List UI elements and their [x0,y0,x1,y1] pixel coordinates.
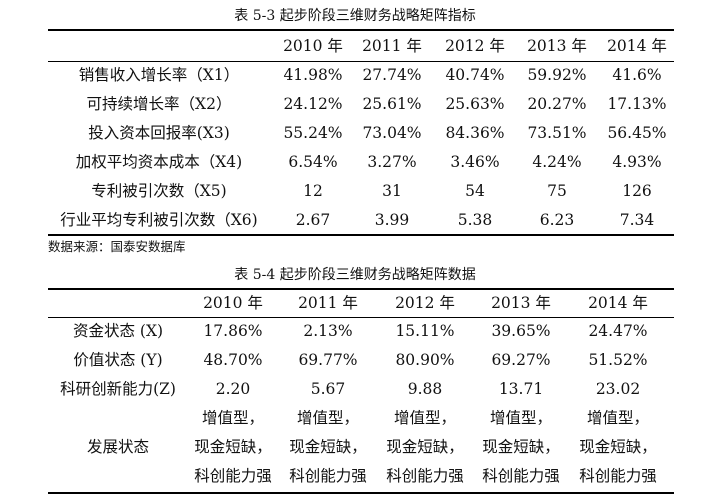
table1-cell: 7.34 [619,211,655,229]
table1-cell: 55.24% [283,124,343,142]
table2-cell: 51.52% [588,351,648,369]
table2-col-header: 2011 年 [298,294,358,312]
table1-cell: 54 [465,182,485,200]
table2-cell: 15.11% [395,322,455,340]
table2-col-header: 2012 年 [395,294,455,312]
table2-status-cell: 现金短缺， [386,438,464,456]
table2-status-cell: 科创能力强 [386,467,464,485]
table1-row-label: 行业平均专利被引次数（X6) [60,211,258,229]
table1-cell: 41.98% [283,66,343,84]
table1-cell: 5.38 [457,211,493,229]
table2-row-label: 价值状态 (Y) [73,351,163,369]
table2-header-rule [48,317,674,318]
table1-row-label: 专利被引次数（X5) [91,182,227,200]
table1-col-header: 2010 年 [283,37,343,55]
table2-col-header: 2010 年 [203,294,263,312]
table1-row-label: 投入资本回报率(X3) [88,124,230,142]
table1-cell: 4.93% [612,153,662,171]
table2-status-cell: 科创能力强 [194,467,272,485]
table1-cell: 12 [303,182,323,200]
table1-top-rule [48,29,674,31]
table2-status-cell: 增值型， [296,409,359,427]
table2-row-label: 资金状态 (X) [72,322,164,340]
table1-bottom-rule [48,234,674,236]
table2-cell: 80.90% [395,351,455,369]
table2-status-cell: 现金短缺， [482,438,560,456]
table1-cell: 3.46% [450,153,500,171]
table1-col-header: 2014 年 [607,37,667,55]
table2-cell: 48.70% [203,351,263,369]
table1-caption: 表 5-3 起步阶段三维财务战略矩阵指标 [234,8,476,24]
table2-cell: 2.13% [303,322,353,340]
table1-cell: 3.99 [374,211,410,229]
table2-cell: 2.20 [215,380,251,398]
table1-cell: 25.61% [362,95,422,113]
table2-row-label: 科研创新能力(Z) [60,380,176,398]
table1-row-label: 可持续增长率（X2） [86,95,232,113]
table1-col-header: 2012 年 [445,37,505,55]
table1-cell: 24.12% [283,95,343,113]
table2-col-header: 2013 年 [491,294,551,312]
table2-cell: 69.27% [491,351,551,369]
table1-cell: 84.36% [445,124,505,142]
table1-cell: 40.74% [445,66,505,84]
table2-status-cell: 增值型， [393,409,456,427]
table1-col-header: 2011 年 [362,37,422,55]
table2-status-cell: 现金短缺， [289,438,367,456]
table2-cell: 17.86% [203,322,263,340]
table1-col-header: 2013 年 [527,37,587,55]
table1-source-note: 数据来源：国泰安数据库 [48,239,186,254]
table2-cell: 13.71 [498,380,544,398]
table1-cell: 59.92% [527,66,587,84]
table1-row-label: 加权平均资本成本（X4) [75,153,243,171]
table1-cell: 6.54% [288,153,338,171]
table1-cell: 3.27% [367,153,417,171]
table2-cell: 69.77% [298,351,358,369]
table2-bottom-rule [48,492,674,494]
table2-col-header: 2014 年 [588,294,648,312]
table2-status-cell: 增值型， [201,409,264,427]
table2-cell: 23.02 [595,380,641,398]
table2-status-label: 发展状态 [86,438,149,456]
table1-cell: 4.24% [532,153,582,171]
table1-cell: 73.51% [527,124,587,142]
table1-cell: 17.13% [607,95,667,113]
table2-status-cell: 现金短缺， [579,438,657,456]
table1-cell: 2.67 [295,211,331,229]
table2-cell: 24.47% [588,322,648,340]
table2-caption: 表 5-4 起步阶段三维财务战略矩阵数据 [234,267,476,283]
table2-status-cell: 现金短缺， [194,438,272,456]
table2-status-cell: 增值型， [489,409,552,427]
table1-cell: 25.63% [445,95,505,113]
table1-cell: 73.04% [362,124,422,142]
table1-cell: 31 [382,182,402,200]
table2-status-cell: 科创能力强 [289,467,367,485]
table2-cell: 39.65% [491,322,551,340]
table2-status-cell: 增值型， [586,409,649,427]
table1-cell: 27.74% [362,66,422,84]
table1-cell: 75 [547,182,567,200]
table2-cell: 9.88 [407,380,443,398]
table2-top-rule [48,288,674,290]
table1-cell: 20.27% [527,95,587,113]
table2-cell: 5.67 [310,380,346,398]
table1-cell: 41.6% [612,66,662,84]
table1-row-label: 销售收入增长率（X1） [78,66,240,84]
table1-cell: 56.45% [607,124,667,142]
table1-cell: 6.23 [539,211,575,229]
table2-status-cell: 科创能力强 [482,467,560,485]
table1-cell: 126 [622,182,652,200]
table2-status-cell: 科创能力强 [579,467,657,485]
table1-header-rule [48,61,674,62]
